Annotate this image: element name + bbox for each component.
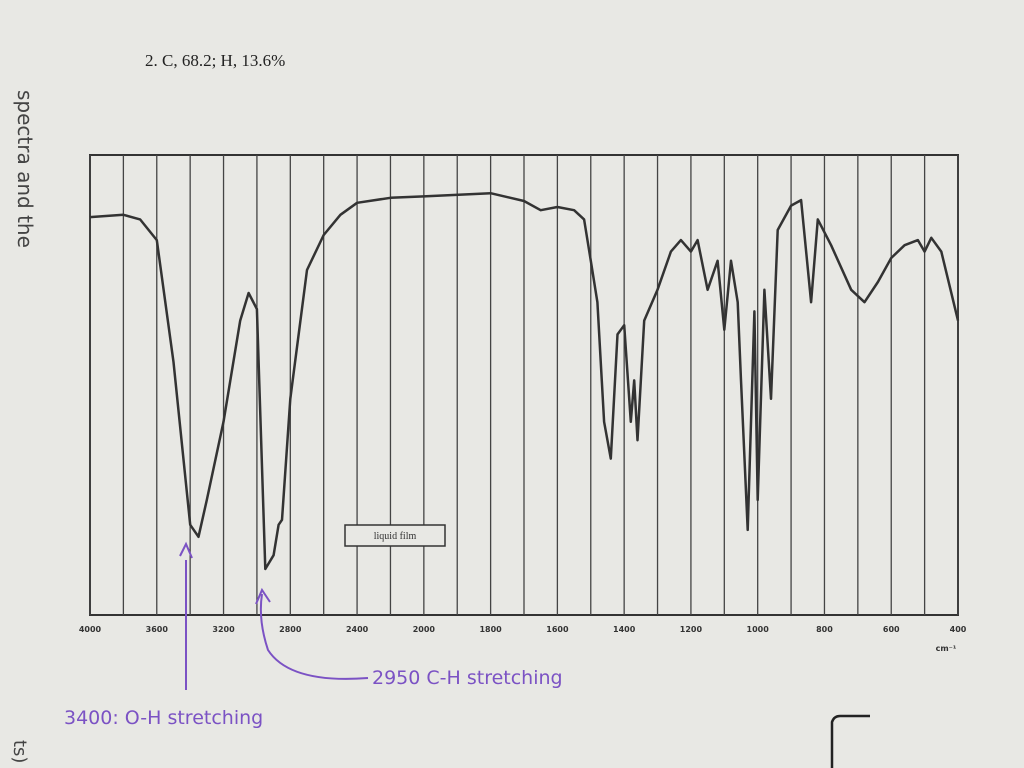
- x-tick-label: 1000: [747, 625, 770, 634]
- x-tick-label: 2000: [413, 625, 436, 634]
- x-tick-label: 800: [816, 625, 833, 634]
- margin-text: ts): [9, 740, 30, 763]
- chart-title: 2. C, 68.2; H, 13.6%: [145, 51, 285, 70]
- margin-text: spectra and the: [13, 90, 37, 248]
- x-tick-label: 4000: [79, 625, 102, 634]
- box-label: liquid film: [374, 531, 417, 542]
- page-mark: [830, 714, 870, 768]
- label-box: [344, 524, 446, 547]
- annotation: 2950 C-H stretching: [372, 667, 563, 689]
- x-tick-label: 2800: [279, 625, 302, 634]
- annotation: 3400: O-H stretching: [64, 707, 263, 729]
- x-tick-label: 1400: [613, 625, 636, 634]
- x-tick-label: 2400: [346, 625, 369, 634]
- annotation-arrow: [179, 541, 193, 690]
- x-tick-label: 3200: [212, 625, 235, 634]
- x-axis-label: cm⁻¹: [936, 644, 957, 653]
- annotation-arrow: [255, 587, 369, 680]
- x-tick-label: 1800: [479, 625, 502, 634]
- x-tick-label: 1200: [680, 625, 703, 634]
- x-tick-label: 3600: [146, 625, 169, 634]
- x-tick-label: 1600: [546, 625, 569, 634]
- margin-text: spectra and the: [13, 90, 37, 248]
- margin-text: ts): [9, 740, 30, 763]
- x-tick-label: 400: [950, 625, 967, 634]
- x-tick-label: 600: [883, 625, 900, 634]
- spectrum-line: [89, 191, 960, 571]
